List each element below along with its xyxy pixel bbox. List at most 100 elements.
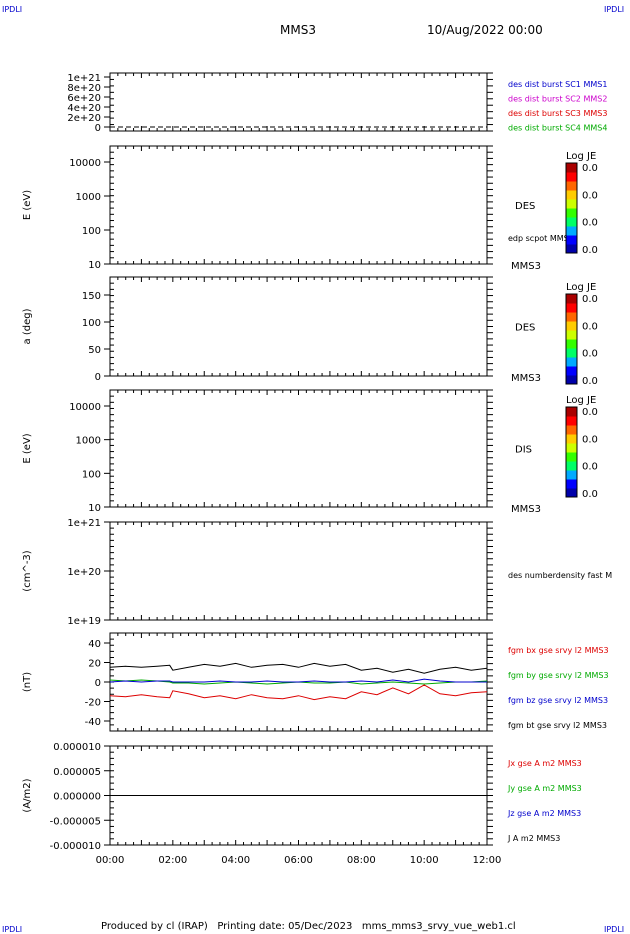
y-tick-label: 20 bbox=[88, 659, 101, 670]
colorbar-segment bbox=[566, 303, 577, 313]
colorbar-segment bbox=[566, 294, 577, 304]
colorbar-segment bbox=[566, 330, 577, 340]
legend-entry: des numberdensity fast M bbox=[508, 571, 612, 580]
y-tick-label: 8e+20 bbox=[67, 83, 101, 94]
legend-entry: des dist burst SC1 MMS1 bbox=[508, 80, 607, 89]
legend-entry: des dist burst SC2 MMS2 bbox=[508, 95, 607, 104]
colorbar-value: 0.0 bbox=[582, 294, 598, 305]
colorbar-title: Log JE bbox=[566, 151, 596, 162]
y-tick-label: 1000 bbox=[76, 436, 101, 447]
x-tick-label: 04:00 bbox=[221, 855, 250, 866]
colorbar-segment bbox=[566, 348, 577, 358]
y-axis-label: (A/m2) bbox=[22, 778, 33, 812]
y-tick-label: 1000 bbox=[76, 192, 101, 203]
y-tick-label: 0 bbox=[95, 678, 101, 689]
colorbar-frame bbox=[565, 162, 578, 254]
y-tick-label: 1e+19 bbox=[67, 616, 101, 627]
colorbar-segment bbox=[566, 479, 577, 489]
corner-label-top-left: IPDLI bbox=[2, 5, 22, 14]
y-tick-label: 100 bbox=[82, 226, 101, 237]
colorbar-value: 0.0 bbox=[582, 489, 598, 500]
y-tick-label: 0.000005 bbox=[53, 767, 101, 778]
colorbar-segment bbox=[566, 366, 577, 376]
y-tick-label: 2e+20 bbox=[67, 113, 101, 124]
colorbar-title: Log JE bbox=[566, 282, 596, 293]
colorbar-segment bbox=[566, 461, 577, 471]
legend-entry: Jz gse A m2 MMS3 bbox=[507, 809, 581, 818]
spacecraft-label: MMS3 bbox=[511, 261, 541, 272]
y-tick-label: 100 bbox=[82, 469, 101, 480]
x-tick-label: 10:00 bbox=[410, 855, 439, 866]
colorbar-value: 0.0 bbox=[582, 190, 598, 201]
y-tick-label: 1e+21 bbox=[67, 73, 101, 84]
y-tick-label: 6e+20 bbox=[67, 93, 101, 104]
y-tick-label: 0 bbox=[95, 123, 101, 134]
colorbar-frame bbox=[565, 293, 578, 385]
y-tick-label: -20 bbox=[85, 698, 101, 709]
y-tick-label: 50 bbox=[88, 345, 101, 356]
x-tick-label: 06:00 bbox=[284, 855, 313, 866]
corner-label-bottom-left: IPDLI bbox=[2, 925, 22, 934]
y-tick-label: 40 bbox=[88, 639, 101, 650]
legend-entry: des dist burst SC3 MMS3 bbox=[508, 109, 607, 118]
y-tick-label: 10000 bbox=[69, 158, 101, 169]
header-date: 10/Aug/2022 00:00 bbox=[427, 23, 543, 37]
species-label: DES bbox=[515, 323, 535, 334]
footer-credit: Produced by cl (IRAP) Printing date: 05/… bbox=[101, 921, 516, 932]
colorbar-segment bbox=[566, 339, 577, 349]
species-label: DES bbox=[515, 201, 535, 212]
y-axis-label: a (deg) bbox=[22, 308, 33, 344]
colorbar-segment bbox=[566, 172, 577, 182]
colorbar-segment bbox=[566, 199, 577, 209]
colorbar-segment bbox=[566, 312, 577, 322]
colorbar-value: 0.0 bbox=[582, 245, 598, 256]
colorbar-value: 0.0 bbox=[582, 434, 598, 445]
colorbar-segment bbox=[566, 434, 577, 444]
colorbar-value: 0.0 bbox=[582, 349, 598, 360]
y-tick-label: 0.000000 bbox=[53, 792, 101, 803]
corner-label-top-right: IPDLI bbox=[604, 5, 624, 14]
y-tick-label: -40 bbox=[85, 717, 101, 728]
y-tick-label: 10 bbox=[88, 260, 101, 271]
legend-entry: fgm by gse srvy l2 MMS3 bbox=[508, 671, 609, 680]
colorbar-segment bbox=[566, 407, 577, 417]
y-tick-label: 1e+21 bbox=[67, 518, 101, 529]
panel-frame bbox=[109, 521, 488, 621]
x-tick-label: 12:00 bbox=[473, 855, 502, 866]
colorbar-segment bbox=[566, 375, 577, 385]
legend-entry: Jy gse A m2 MMS3 bbox=[507, 784, 582, 793]
legend-entry: fgm bz gse srvy l2 MMS3 bbox=[508, 696, 608, 705]
corner-label-bottom-right: IPDLI bbox=[604, 925, 624, 934]
y-tick-label: 0 bbox=[95, 372, 101, 383]
colorbar-segment bbox=[566, 321, 577, 331]
colorbar-title: Log JE bbox=[566, 395, 596, 406]
colorbar-segment bbox=[566, 217, 577, 227]
colorbar-segment bbox=[566, 235, 577, 245]
colorbar-segment bbox=[566, 208, 577, 218]
colorbar-segment bbox=[566, 416, 577, 426]
colorbar-value: 0.0 bbox=[582, 218, 598, 229]
y-tick-label: 10 bbox=[88, 503, 101, 514]
overlay-label: edp scpot MMS3 bbox=[508, 234, 574, 243]
colorbar-segment bbox=[566, 163, 577, 173]
series-line bbox=[109, 678, 487, 683]
panel-frame bbox=[109, 276, 488, 377]
legend-entry: fgm bx gse srvy l2 MMS3 bbox=[508, 646, 609, 655]
colorbar-value: 0.0 bbox=[582, 321, 598, 332]
y-tick-label: -0.000010 bbox=[50, 841, 101, 852]
colorbar-segment bbox=[566, 425, 577, 435]
panel-frame bbox=[109, 145, 488, 265]
panel-frame bbox=[109, 389, 488, 508]
y-tick-label: 4e+20 bbox=[67, 103, 101, 114]
y-tick-label: 0.000010 bbox=[53, 742, 101, 753]
spacecraft-label: MMS3 bbox=[511, 504, 541, 515]
y-tick-label: 10000 bbox=[69, 402, 101, 413]
y-axis-label: E (eV) bbox=[22, 433, 33, 463]
colorbar-frame bbox=[565, 406, 578, 498]
colorbar-segment bbox=[566, 190, 577, 200]
colorbar-value: 0.0 bbox=[582, 376, 598, 387]
colorbar-segment bbox=[566, 181, 577, 191]
y-tick-label: 100 bbox=[82, 318, 101, 329]
legend-entry: Jx gse A m2 MMS3 bbox=[507, 759, 582, 768]
